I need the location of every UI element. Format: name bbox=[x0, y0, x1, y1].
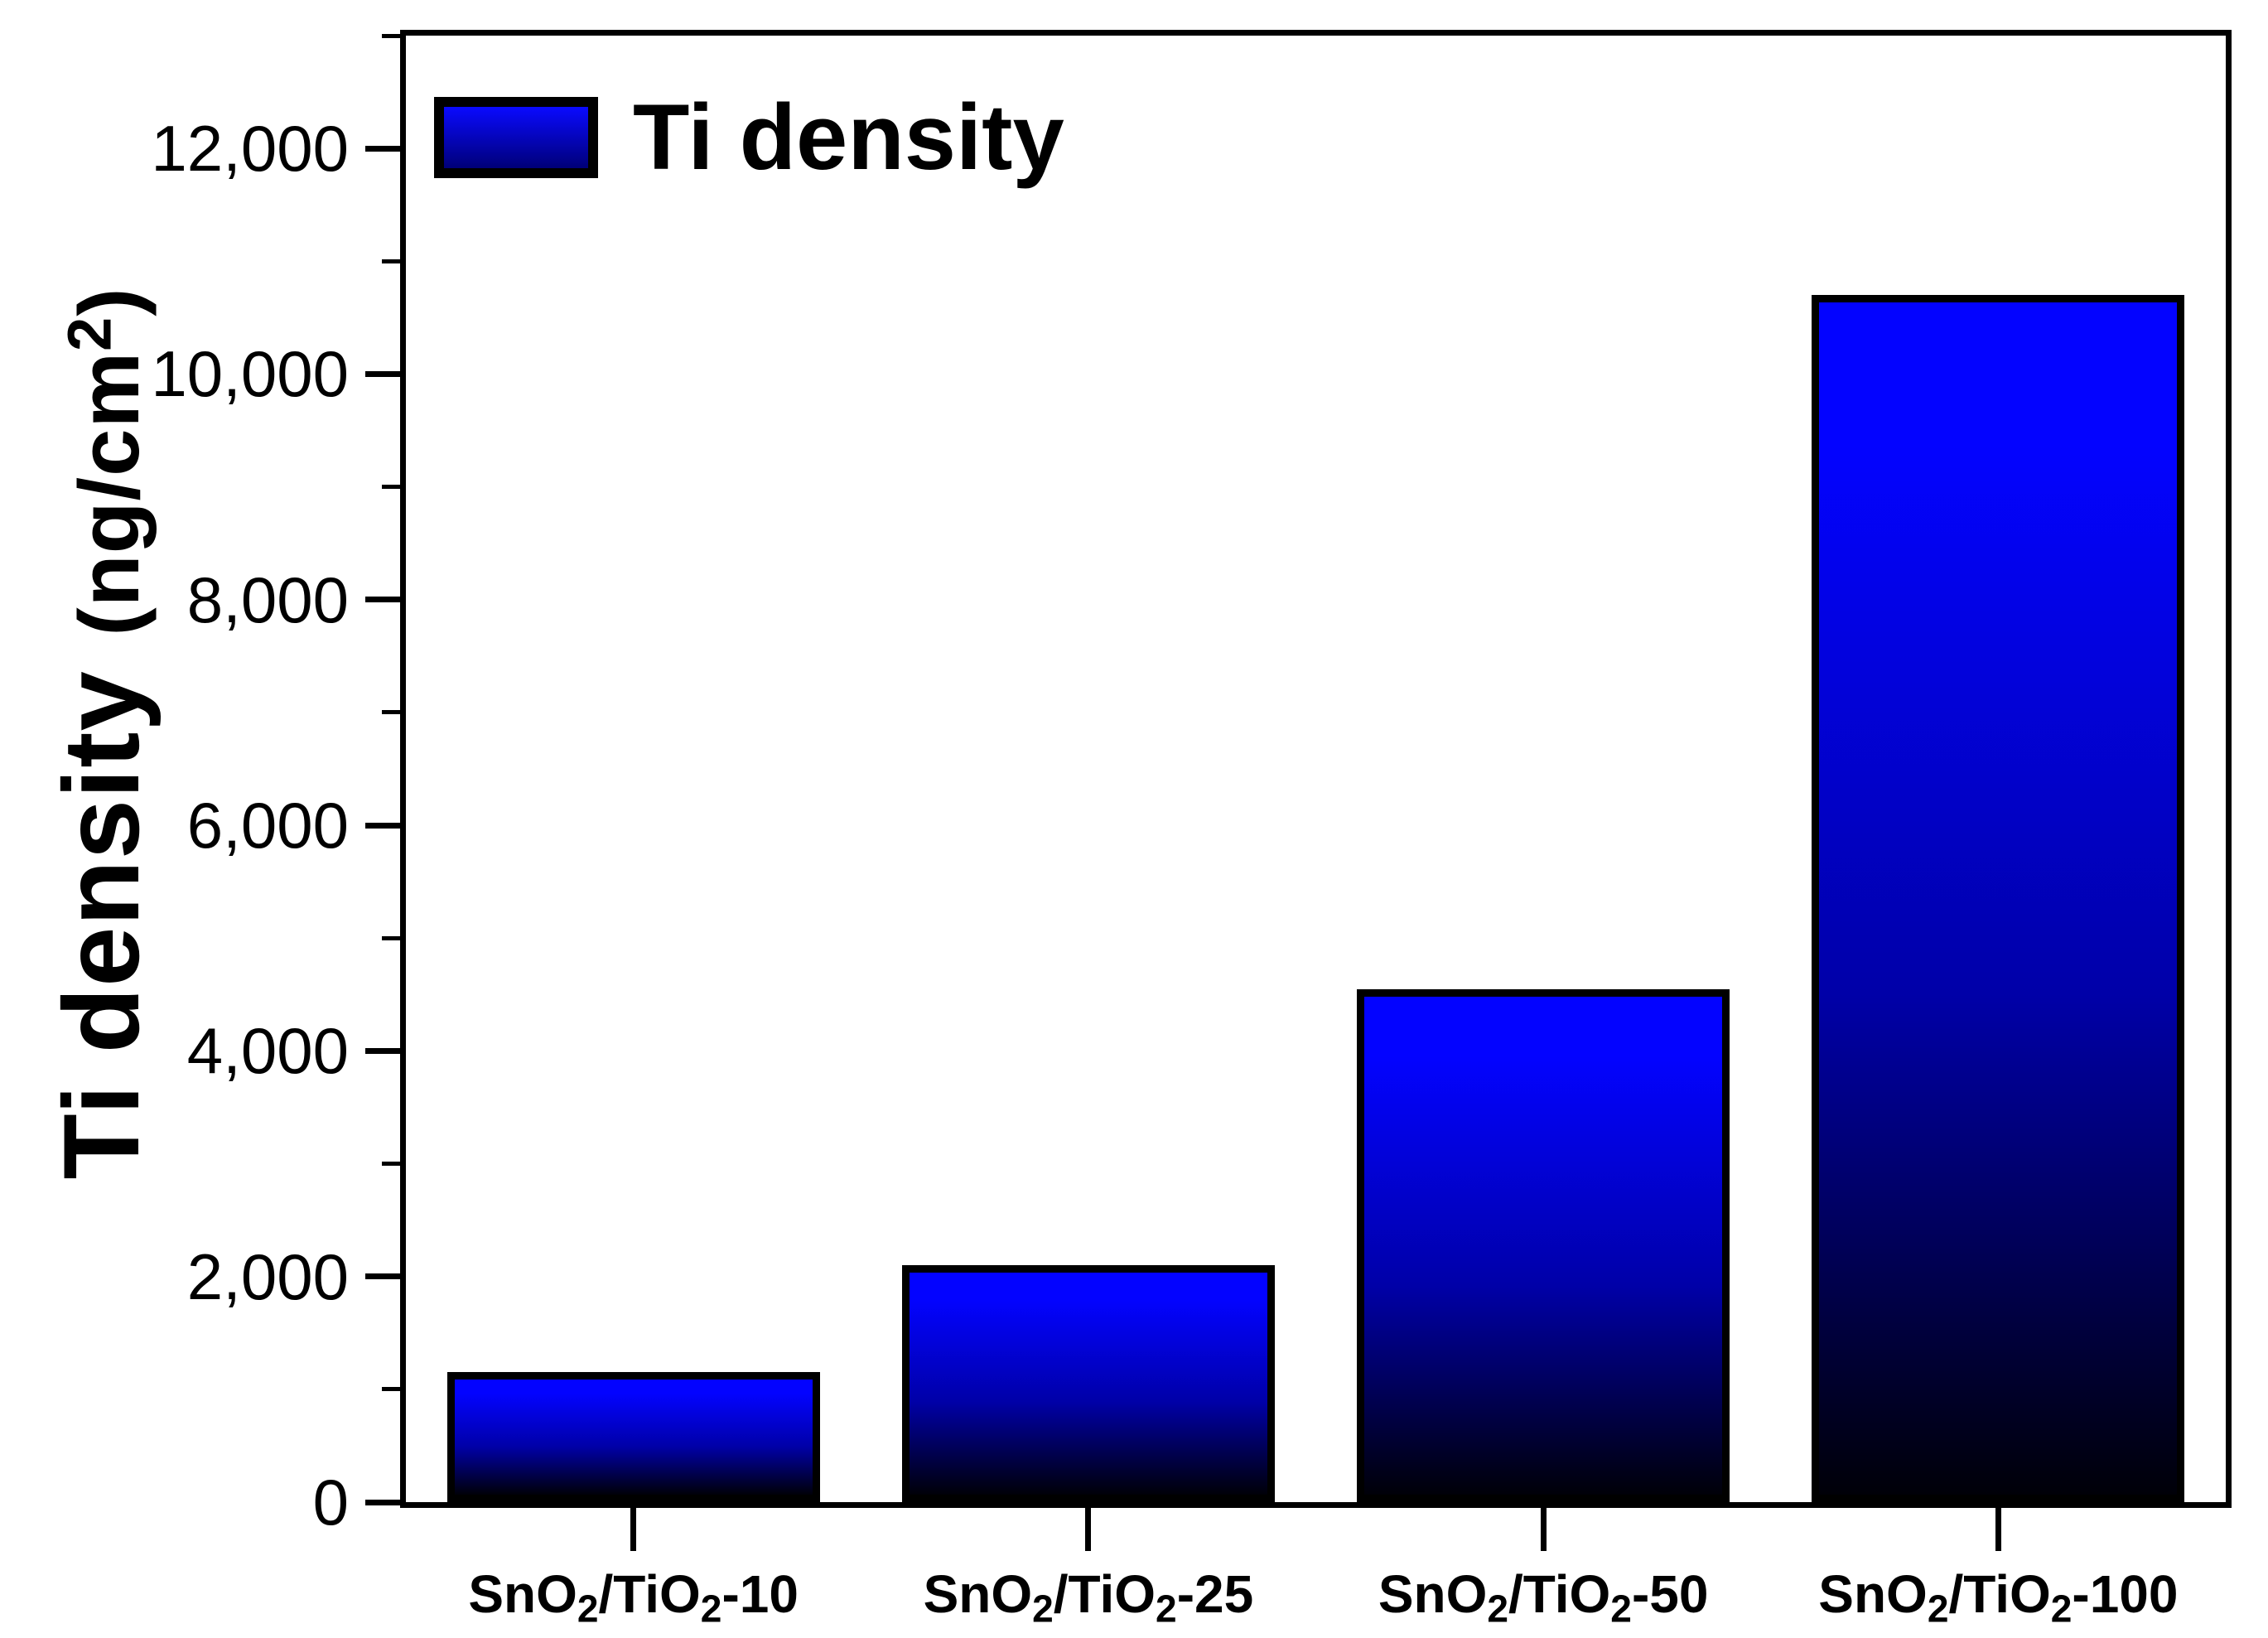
y-minor-tick bbox=[382, 259, 400, 263]
y-tick-label: 2,000 bbox=[186, 1239, 349, 1313]
y-minor-tick bbox=[382, 710, 400, 715]
y-minor-tick bbox=[382, 33, 400, 38]
y-major-tick bbox=[365, 1499, 400, 1505]
y-minor-tick bbox=[382, 1387, 400, 1392]
x-tick bbox=[1540, 1508, 1547, 1551]
y-axis-title-unit: (ng/cm2) bbox=[55, 287, 157, 636]
y-tick-label: 12,000 bbox=[151, 112, 349, 186]
y-minor-tick bbox=[382, 1162, 400, 1167]
y-tick-label: 0 bbox=[312, 1466, 349, 1539]
x-tick-label: SnO2/TiO2-50 bbox=[1378, 1564, 1709, 1631]
legend-label: Ti density bbox=[633, 85, 1064, 189]
y-major-tick bbox=[365, 597, 400, 603]
y-minor-tick bbox=[382, 485, 400, 490]
legend: Ti density bbox=[434, 85, 1064, 189]
y-major-tick bbox=[365, 1047, 400, 1054]
x-tick-label: SnO2/TiO2-25 bbox=[923, 1564, 1254, 1631]
y-major-tick bbox=[365, 145, 400, 152]
x-tick bbox=[1085, 1508, 1092, 1551]
x-tick bbox=[630, 1508, 637, 1551]
x-tick-label: SnO2/TiO2-100 bbox=[1818, 1564, 2179, 1631]
y-axis-title-space bbox=[41, 636, 162, 667]
y-minor-tick bbox=[382, 935, 400, 940]
y-major-tick bbox=[365, 370, 400, 377]
y-major-tick bbox=[365, 822, 400, 829]
y-axis-title-text: Ti density bbox=[41, 670, 162, 1180]
plot-area bbox=[400, 30, 2232, 1508]
x-tick-label: SnO2/TiO2-10 bbox=[468, 1564, 799, 1631]
legend-swatch bbox=[434, 97, 598, 178]
x-tick bbox=[1995, 1508, 2001, 1551]
y-axis-title: Ti density (ng/cm2) bbox=[39, 287, 163, 1179]
y-major-tick bbox=[365, 1273, 400, 1280]
